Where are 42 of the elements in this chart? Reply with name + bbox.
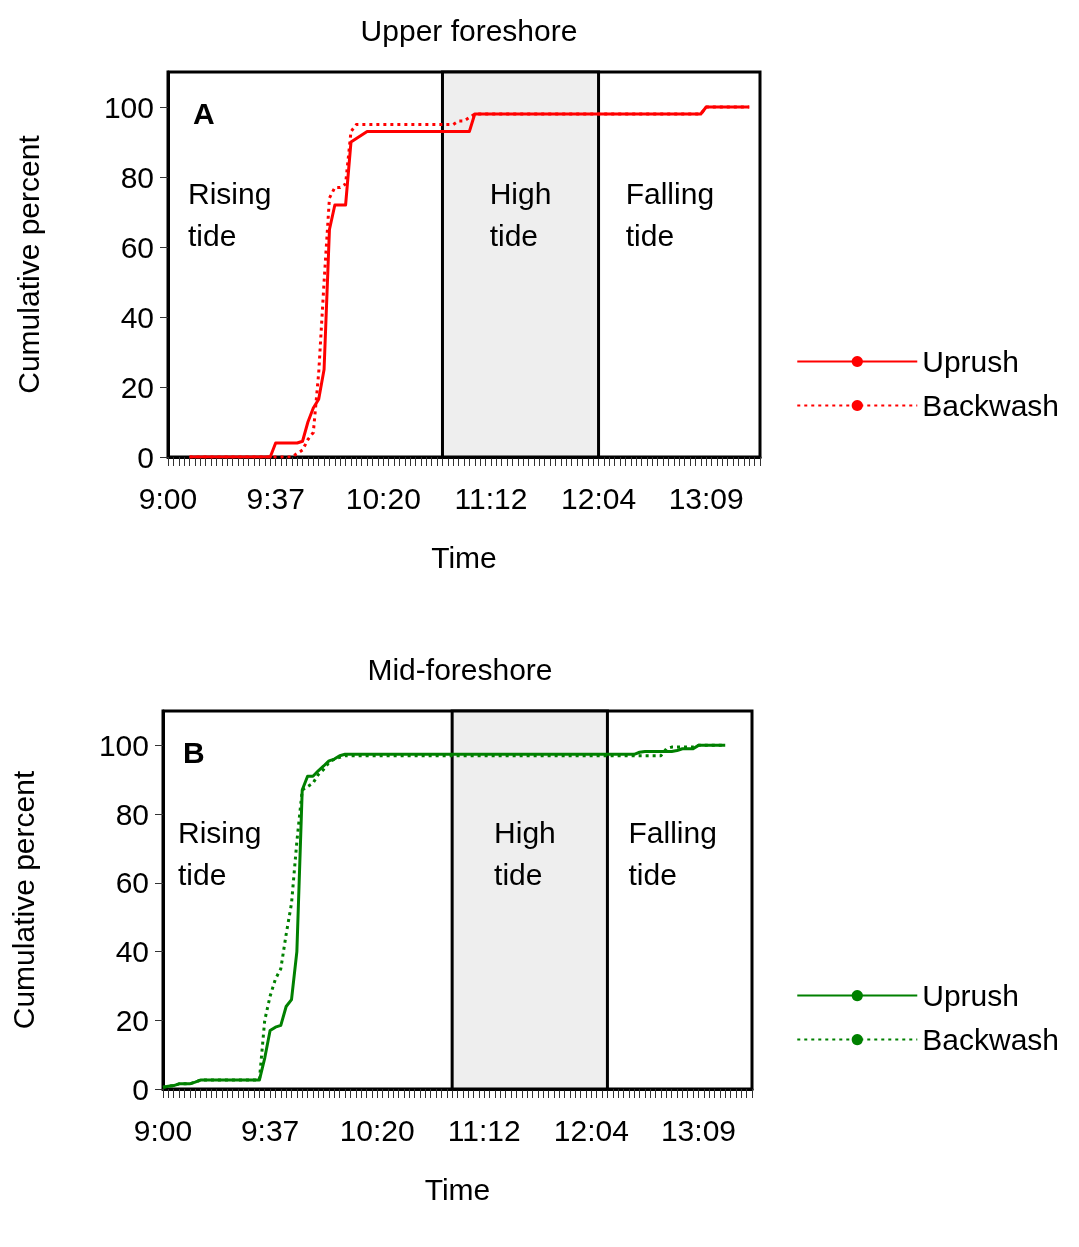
y-axis-title: Cumulative percent — [11, 134, 45, 394]
annotation: A — [193, 96, 215, 130]
legend-label: Uprush — [922, 345, 1019, 378]
x-tick-label: 9:00 — [133, 1113, 193, 1147]
x-tick-label: 11:12 — [447, 1113, 521, 1147]
y-tick-label: 100 — [103, 90, 154, 124]
y-tick-label: 40 — [120, 300, 154, 334]
x-tick-label: 9:00 — [138, 481, 198, 515]
y-tick-label: 100 — [98, 728, 149, 762]
x-tick-label: 11:12 — [454, 481, 528, 515]
legend-label: Uprush — [922, 979, 1019, 1013]
y-tick-label: 0 — [132, 1072, 149, 1106]
legend-label: Backwash — [922, 389, 1060, 422]
y-tick-label: 60 — [120, 230, 154, 264]
annotation: High tide — [494, 815, 565, 891]
x-tick-label: 13:09 — [668, 481, 744, 515]
x-tick-label: 9:37 — [240, 1113, 300, 1147]
x-tick-label: 13:09 — [660, 1113, 736, 1147]
y-tick-label: 60 — [115, 866, 149, 900]
annotation: Rising tide — [178, 815, 270, 891]
y-tick-label: 20 — [120, 370, 154, 404]
annotation: High tide — [489, 176, 560, 252]
y-axis-title: Cumulative percent — [6, 770, 40, 1030]
y-tick-label: 80 — [115, 797, 149, 831]
y-tick-label: 0 — [137, 440, 154, 474]
y-tick-label: 40 — [115, 935, 149, 969]
x-tick-label: 10:20 — [339, 1113, 415, 1147]
y-tick-label: 80 — [120, 160, 154, 194]
annotation: Falling tide — [628, 815, 726, 891]
x-axis-title: Time — [431, 540, 497, 574]
x-tick-label: 10:20 — [345, 481, 421, 515]
legend-label: Backwash — [922, 1023, 1060, 1057]
x-tick-label: 9:37 — [246, 481, 305, 515]
y-tick-label: 20 — [115, 1003, 149, 1037]
annotation: B — [183, 735, 205, 769]
x-tick-label: 12:04 — [553, 1113, 629, 1147]
x-axis-title: Time — [424, 1172, 491, 1206]
chart-title: Upper foreshore — [360, 13, 578, 47]
chart-title: Mid-foreshore — [367, 652, 553, 686]
annotation: Falling tide — [625, 176, 723, 252]
annotation: Rising tide — [188, 176, 280, 252]
x-tick-label: 12:04 — [561, 481, 637, 515]
